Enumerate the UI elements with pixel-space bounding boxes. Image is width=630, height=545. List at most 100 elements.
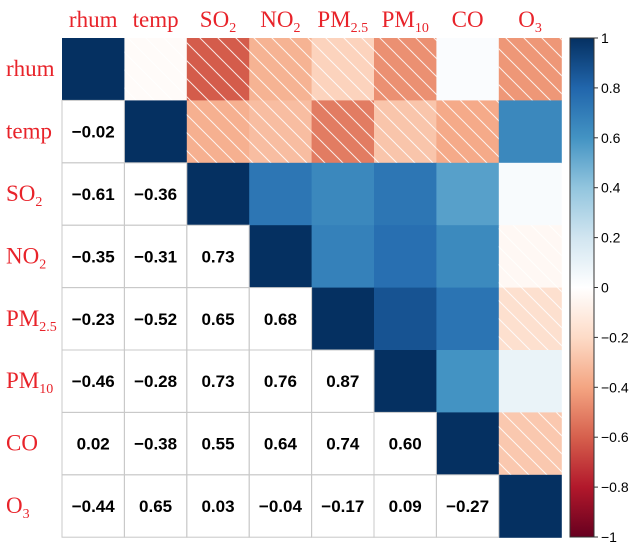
value-label: 0.68	[264, 310, 297, 329]
grid-lines	[61, 99, 500, 538]
heatmap-cell	[436, 412, 500, 476]
negative-hatch	[374, 38, 437, 101]
negative-hatch	[186, 100, 250, 164]
value-cell	[124, 287, 187, 350]
heatmap-cell	[436, 350, 500, 413]
value-label: 0.02	[77, 435, 110, 454]
row-label: SO2	[6, 181, 42, 210]
colorbar-tick-label: −0.8	[601, 479, 629, 495]
colorbar-tick-label: −1	[601, 529, 617, 545]
heatmap-cell	[436, 225, 500, 289]
value-label: −0.35	[72, 247, 115, 266]
value-label: 0.76	[264, 372, 297, 391]
value-label: 0.74	[326, 435, 360, 454]
heatmap-cell	[249, 225, 313, 289]
column-label: PM2.5	[317, 7, 368, 36]
colorbar-tick-label: 0.8	[601, 80, 621, 96]
heatmap-cell	[311, 162, 375, 226]
value-label: 0.55	[201, 435, 234, 454]
colorbar-tick-label: 0.2	[601, 230, 621, 246]
negative-hatch	[436, 100, 500, 164]
value-cell	[62, 350, 125, 413]
value-cell	[124, 412, 187, 475]
column-label: PM10	[382, 7, 429, 36]
value-cell	[62, 474, 125, 538]
colorbar-bar	[569, 37, 595, 538]
value-cell	[62, 100, 125, 163]
value-label: 0.64	[264, 435, 298, 454]
row-label: rhum	[6, 56, 55, 81]
value-cell	[186, 350, 250, 413]
value-label: −0.52	[134, 310, 177, 329]
heatmap-cell	[374, 162, 437, 226]
column-label: CO	[452, 7, 484, 32]
value-label: 0.73	[201, 372, 234, 391]
value-label: −0.31	[134, 247, 177, 266]
grid-cell	[435, 474, 500, 538]
heatmap-cell	[498, 474, 562, 538]
value-label: 0.09	[389, 497, 422, 516]
heatmap-cell	[374, 287, 437, 351]
colorbar-tick-label: 0.4	[601, 180, 621, 196]
heatmap-cell	[498, 350, 562, 413]
negative-hatch	[124, 38, 188, 101]
heatmap-cell	[374, 350, 437, 413]
heatmap-cell	[436, 38, 500, 101]
value-cell	[62, 412, 125, 475]
value-cell	[62, 225, 125, 288]
value-label: 0.03	[201, 497, 234, 516]
value-cell	[374, 412, 437, 475]
value-label: −0.46	[72, 372, 115, 391]
heatmap-cell	[311, 225, 375, 289]
column-label: NO2	[260, 7, 300, 36]
value-cell	[186, 287, 250, 350]
value-cell	[62, 162, 125, 226]
heatmap-cell	[311, 287, 375, 351]
negative-hatch	[311, 100, 375, 164]
heatmap-cell	[374, 225, 437, 289]
colorbar-tick-label: −0.6	[601, 429, 629, 445]
heatmap-cell	[62, 38, 125, 101]
heatmap-cell	[436, 162, 500, 226]
value-label: 0.60	[389, 435, 422, 454]
value-cell	[186, 474, 250, 538]
heatmap-cells	[62, 38, 562, 538]
value-labels: −0.02 −0.61 −0.36 −0.35 −0.31 0.73 −0.23 −0.52 0…	[72, 123, 489, 516]
heatmap-cell	[498, 162, 562, 226]
row-label: O3	[6, 493, 30, 522]
value-label: −0.61	[72, 185, 115, 204]
row-label: PM10	[6, 368, 53, 397]
value-label: −0.17	[321, 497, 364, 516]
value-cell	[249, 350, 312, 413]
value-label: −0.23	[72, 310, 115, 329]
value-cell	[311, 412, 374, 475]
heatmap-cell	[124, 100, 188, 164]
negative-hatch	[498, 287, 562, 351]
negative-hatch	[186, 38, 250, 101]
column-label: temp	[133, 7, 179, 32]
value-cell	[436, 474, 499, 538]
heatmap-cell	[436, 287, 500, 351]
negative-hatch	[498, 225, 562, 289]
value-cell	[124, 162, 187, 226]
row-label: temp	[6, 119, 52, 144]
colorbar-tick-label: 1	[601, 30, 609, 46]
value-cell	[124, 350, 187, 413]
negative-hatch	[374, 100, 437, 164]
value-label: 0.65	[201, 310, 234, 329]
value-cell	[186, 225, 250, 288]
value-label: −0.44	[72, 497, 116, 516]
negative-hatch	[498, 38, 562, 101]
value-cell	[249, 474, 312, 538]
row-label: CO	[6, 431, 38, 456]
value-label: 0.87	[326, 372, 359, 391]
row-label: PM2.5	[6, 306, 57, 335]
column-label: O3	[518, 7, 542, 36]
heatmap-cell	[186, 162, 250, 226]
colorbar: 1 0.8 0.6 0.4 0.2 0 −0.2 −0.4 −0.6 −0.8 −1	[569, 30, 629, 545]
colorbar-tick-label: 0	[601, 280, 609, 296]
colorbar-tick-label: 0.6	[601, 130, 621, 146]
value-label: −0.38	[134, 435, 177, 454]
value-label: −0.36	[134, 185, 177, 204]
